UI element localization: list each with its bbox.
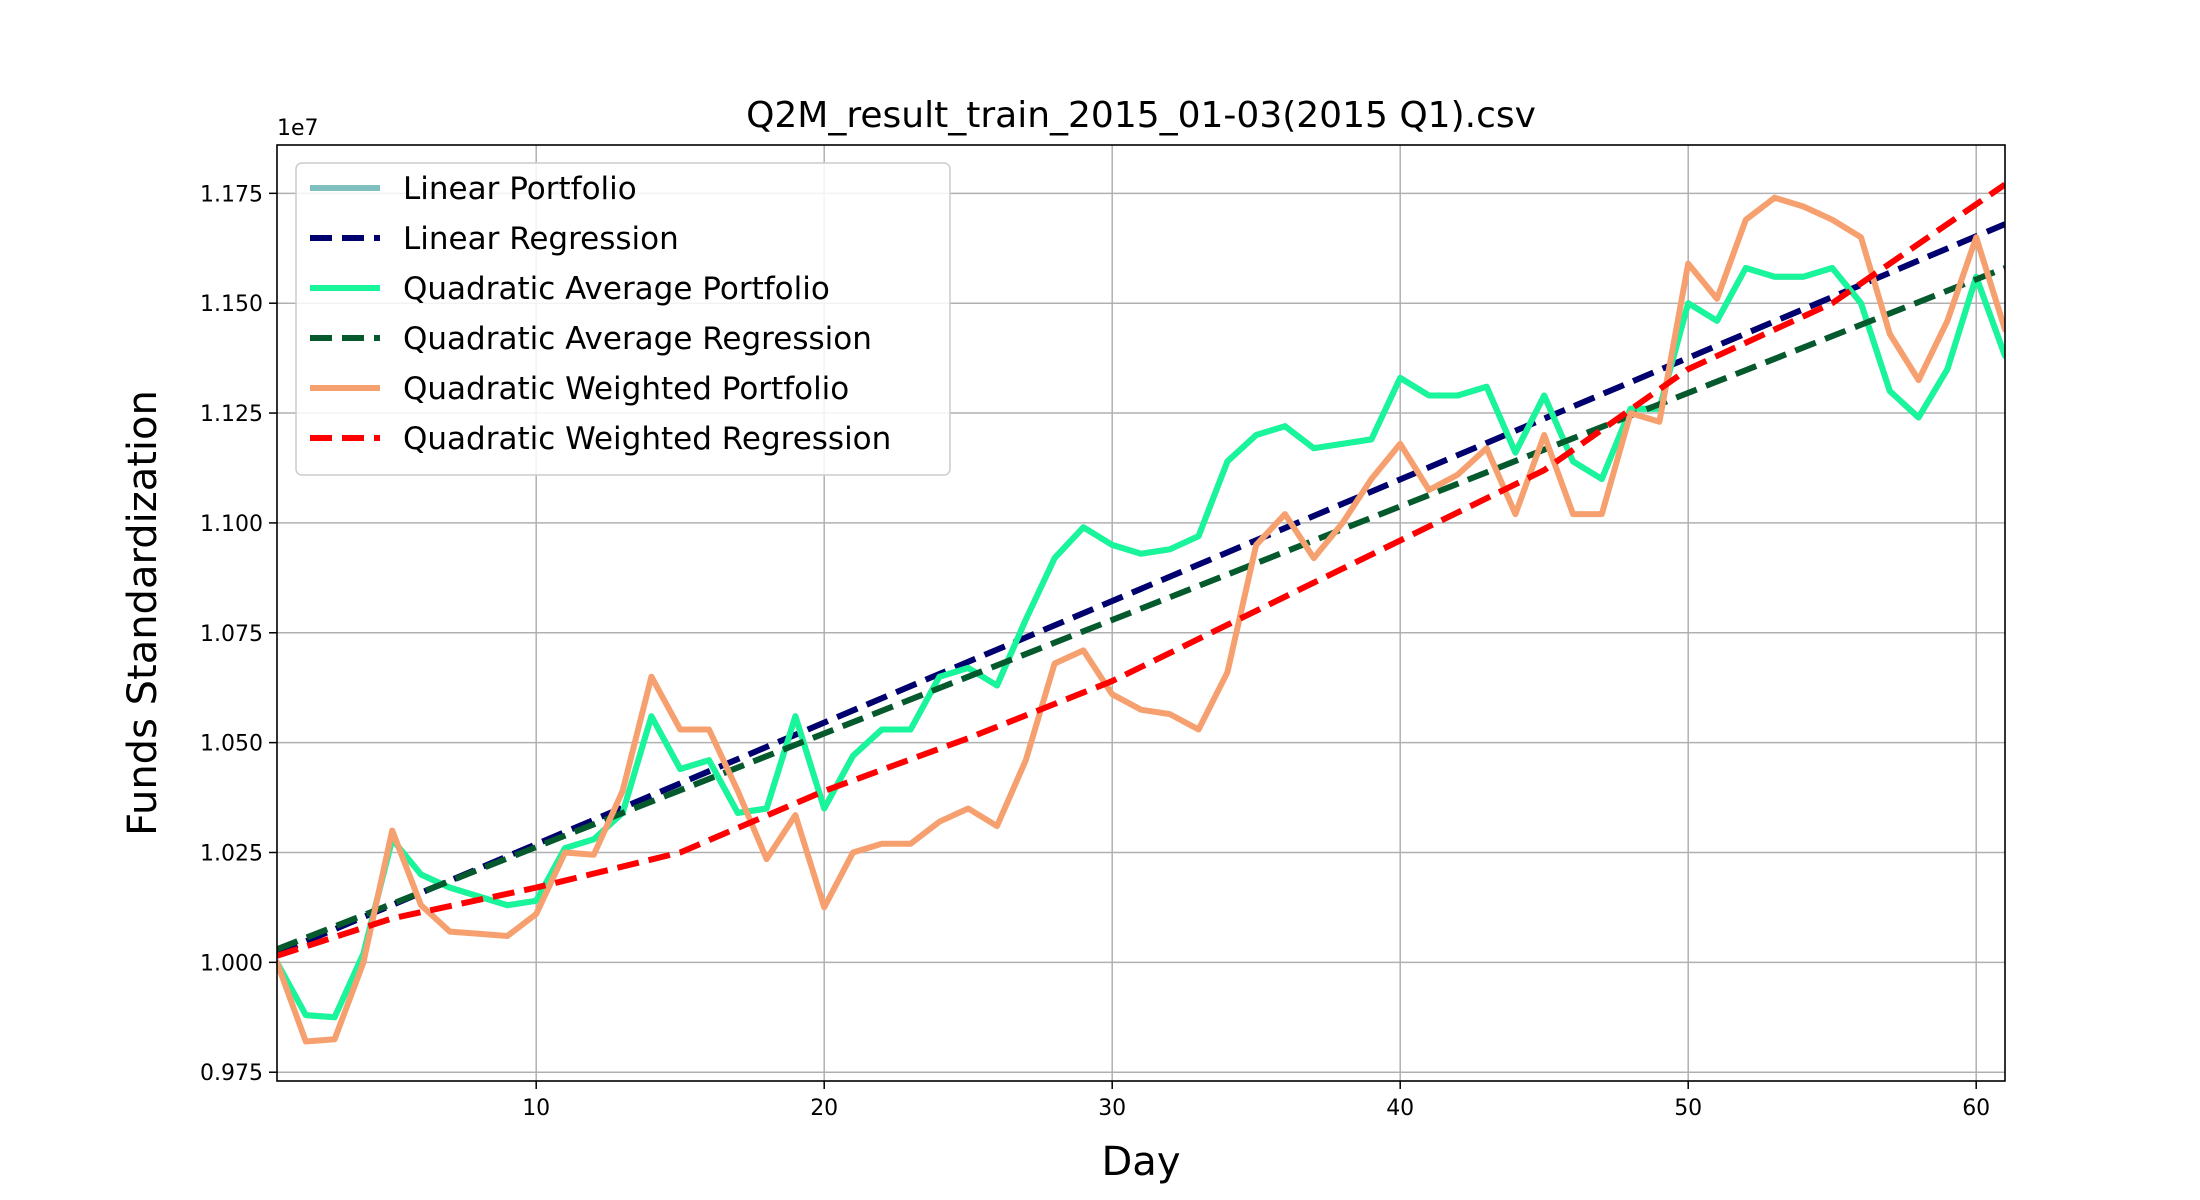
y-tick-label: 1.025 [200,841,263,866]
legend-label: Quadratic Average Regression [403,321,872,357]
x-tick-label: 20 [810,1096,838,1121]
y-tick-label: 1.150 [200,292,263,317]
y-offset-label: 1e7 [277,116,319,141]
chart-title: Q2M_result_train_2015_01-03(2015 Q1).csv [746,95,1536,136]
series-group [277,182,2005,1045]
series-line-quadratic-average-regression [277,265,2005,952]
y-tick-label: 1.050 [200,732,263,757]
y-axis: 0.975 1.000 1.025 1.050 1.075 1.100 1.125 1.150… [200,182,277,1086]
legend: Linear Portfolio Linear Regression Quadrat… [295,162,951,476]
series-line-quadratic-average-portfolio [277,265,2005,1021]
y-tick-label: 1.075 [200,622,263,647]
x-tick-label: 30 [1098,1096,1126,1121]
y-tick-label: 1.125 [200,402,263,427]
series-line-linear-regression [277,221,2005,957]
x-axis-label: Day [1102,1139,1181,1185]
series-line-quadratic-weighted-portfolio [277,194,2005,1045]
legend-label: Quadratic Average Portfolio [403,271,830,307]
legend-label: Quadratic Weighted Portfolio [403,371,849,407]
legend-box [295,162,951,476]
x-tick-label: 50 [1674,1096,1702,1121]
legend-label: Quadratic Weighted Regression [403,421,891,457]
legend-label: Linear Portfolio [403,171,637,207]
y-tick-label: 1.100 [200,512,263,537]
x-tick-label: 40 [1386,1096,1414,1121]
y-tick-label: 1.000 [200,951,263,976]
legend-label: Linear Regression [403,221,679,257]
plot-frame [276,144,2006,1082]
y-axis-label: Funds Standardization [120,390,166,836]
x-tick-label: 10 [522,1096,550,1121]
plot-area [277,182,2005,1045]
x-axis: 10 20 30 40 50 60 [522,1081,1990,1121]
x-tick-label: 60 [1962,1096,1990,1121]
series-line-quadratic-weighted-regression [277,182,2005,959]
y-tick-label: 0.975 [200,1061,263,1086]
y-tick-label: 1.175 [200,182,263,207]
